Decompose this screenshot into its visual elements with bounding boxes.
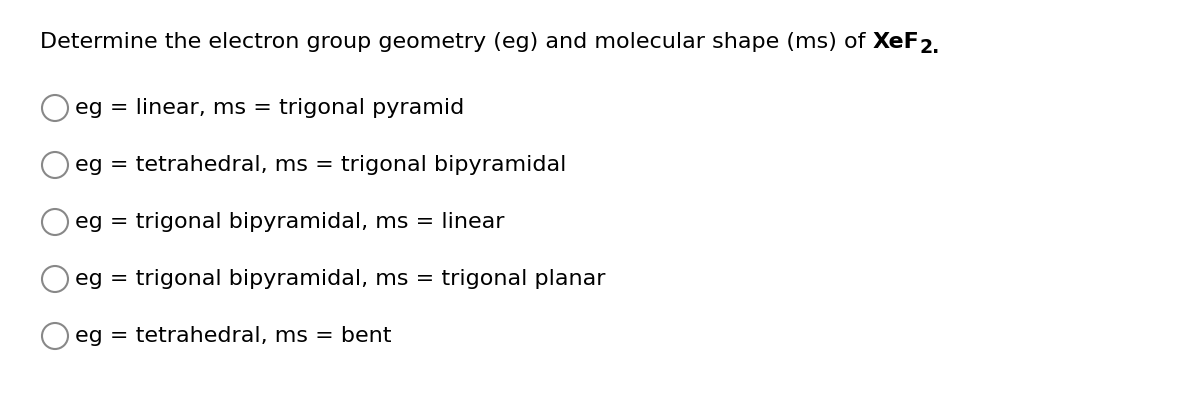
Text: eg = linear, ms = trigonal pyramid: eg = linear, ms = trigonal pyramid: [74, 98, 464, 118]
Text: eg = trigonal bipyramidal, ms = linear: eg = trigonal bipyramidal, ms = linear: [74, 212, 504, 232]
Text: 2.: 2.: [919, 38, 940, 57]
Text: Determine the electron group geometry (eg) and molecular shape (ms) of: Determine the electron group geometry (e…: [40, 32, 872, 52]
Text: eg = tetrahedral, ms = bent: eg = tetrahedral, ms = bent: [74, 326, 391, 346]
Text: eg = tetrahedral, ms = trigonal bipyramidal: eg = tetrahedral, ms = trigonal bipyrami…: [74, 155, 566, 175]
Text: eg = trigonal bipyramidal, ms = trigonal planar: eg = trigonal bipyramidal, ms = trigonal…: [74, 269, 606, 289]
Text: XeF: XeF: [872, 32, 919, 52]
